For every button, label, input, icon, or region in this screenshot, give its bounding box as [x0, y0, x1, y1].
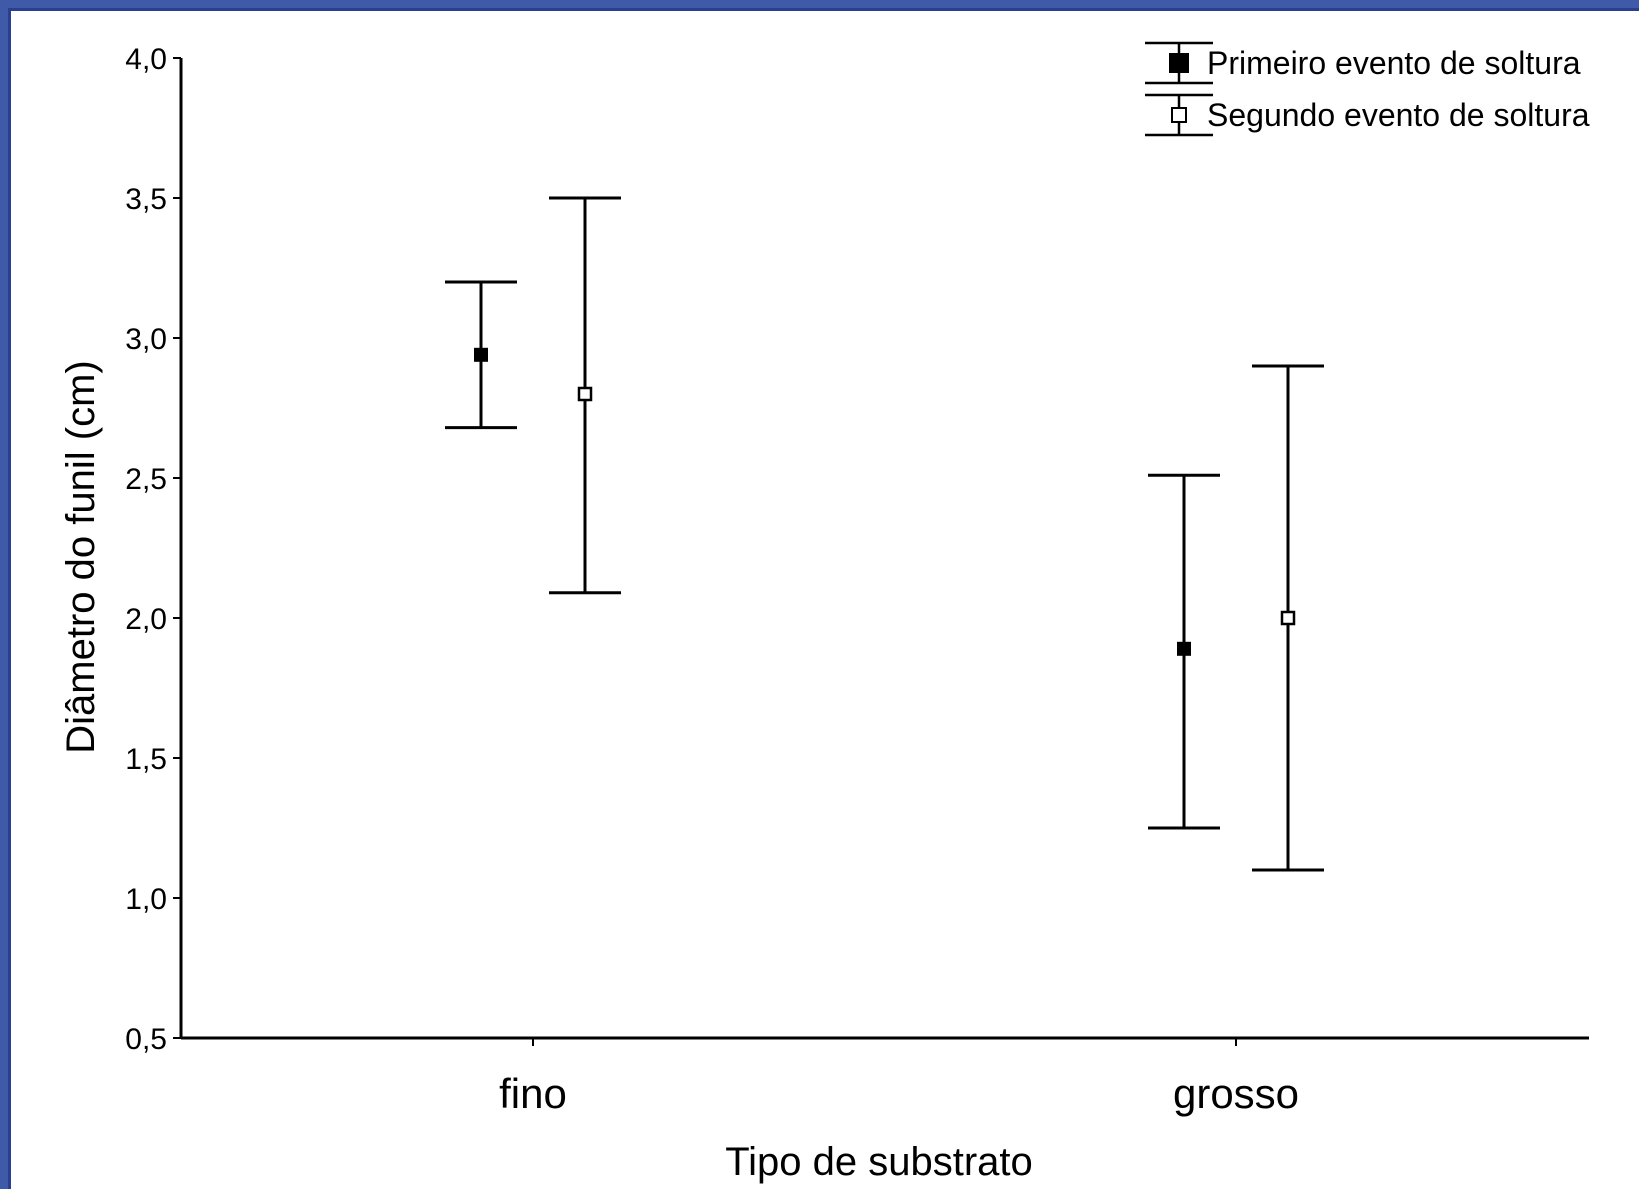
y-tick-label: 3,0 [125, 323, 167, 356]
y-tick-label: 2,0 [125, 603, 167, 636]
mean-marker-filled [1177, 641, 1191, 656]
legend-marker-filled [1169, 53, 1189, 73]
error-bar-segundo-fino [549, 196, 621, 595]
x-ticks: fino grosso [499, 1038, 1299, 1117]
error-bar-chart: 0,5 1,0 1,5 2,0 2,5 3,0 3,5 4,0 fino grosso Prim… [59, 41, 1590, 1184]
mean-marker-filled [474, 347, 488, 362]
y-ticks: 0,5 1,0 1,5 2,0 2,5 3,0 3,5 4,0 [125, 43, 181, 1056]
legend-item-segundo: Segundo evento de soltura [1145, 93, 1590, 137]
mean-marker-open [1280, 610, 1296, 626]
y-tick-label: 4,0 [125, 43, 167, 76]
legend: Primeiro evento de soltura Segundo evento… [1145, 41, 1590, 137]
axes [179, 58, 1589, 1040]
y-tick-label: 1,0 [125, 883, 167, 916]
legend-label: Primeiro evento de soltura [1207, 45, 1581, 81]
error-bar-primeiro-grosso [1148, 473, 1220, 830]
mean-marker-open [577, 386, 593, 402]
y-tick-label: 0,5 [125, 1023, 167, 1056]
error-bars [445, 196, 1324, 872]
error-bar-primeiro-fino [445, 280, 517, 430]
y-tick-label: 1,5 [125, 743, 167, 776]
y-axis-title: Diâmetro do funil (cm) [59, 360, 103, 753]
error-bar-segundo-grosso [1252, 364, 1324, 872]
x-axis-title: Tipo de substrato [725, 1140, 1033, 1184]
legend-item-primeiro: Primeiro evento de soltura [1145, 41, 1581, 85]
legend-label: Segundo evento de soltura [1207, 97, 1590, 133]
y-tick-label: 3,5 [125, 183, 167, 216]
x-tick-label-grosso: grosso [1173, 1070, 1299, 1117]
y-tick-label: 2,5 [125, 463, 167, 496]
x-tick-label-fino: fino [499, 1070, 567, 1117]
legend-marker-open [1171, 107, 1187, 123]
chart-frame: 0,5 1,0 1,5 2,0 2,5 3,0 3,5 4,0 fino grosso Prim… [8, 8, 1639, 1189]
